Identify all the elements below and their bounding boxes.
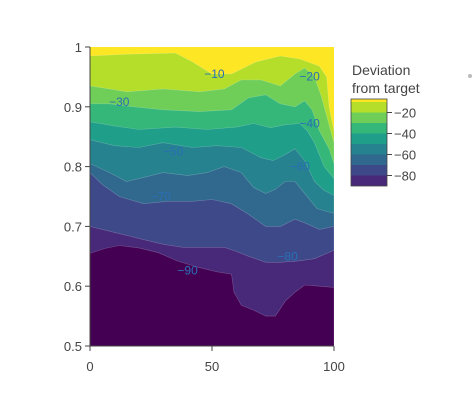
- colorbar-band: [351, 154, 387, 165]
- y-ticks: 0.5 0.6 0.7 0.8 0.9 1: [64, 40, 90, 354]
- y-tick-label: 0.8: [64, 160, 82, 175]
- colorbar-tick-label: −80: [394, 169, 416, 184]
- x-tick-label: 50: [205, 359, 219, 374]
- colorbar-bands: [350, 98, 388, 187]
- contour-label: −50: [163, 145, 184, 159]
- x-tick-label: 0: [86, 359, 93, 374]
- contour-label: −10: [204, 67, 225, 81]
- y-tick-label: 0.6: [64, 279, 82, 294]
- colorbar-band: [351, 123, 387, 134]
- colorbar-band: [351, 175, 387, 186]
- colorbar-band: [351, 133, 387, 144]
- colorbar-tick-label: −60: [394, 148, 416, 163]
- y-tick-label: 0.9: [64, 100, 82, 115]
- colorbar-outline: [350, 98, 388, 187]
- colorbar-title-line-1: Deviation: [352, 62, 410, 78]
- contour-label: −90: [177, 264, 198, 278]
- contour-label: −80: [277, 249, 298, 263]
- colorbar-tick-label: −20: [394, 106, 416, 121]
- contour-labels: −10 −20 −30 −40 −50 −60 −70 −80 −90: [109, 67, 320, 278]
- x-tick-label: 100: [323, 359, 345, 374]
- colorbar-band: [351, 165, 387, 176]
- contour-label: −20: [299, 69, 320, 83]
- colorbar: Deviation from target −20 −40 −60 −80: [350, 62, 420, 187]
- contour-label: −40: [299, 117, 320, 131]
- colorbar-band: [351, 112, 387, 123]
- x-ticks: 0 50 100: [86, 346, 345, 374]
- y-tick-label: 0.5: [64, 339, 82, 354]
- contour-level-band: [90, 245, 334, 346]
- colorbar-band: [351, 102, 387, 113]
- contour-label: −60: [290, 160, 311, 174]
- colorbar-title-line-2: from target: [352, 80, 420, 96]
- y-tick-label: 0.7: [64, 219, 82, 234]
- colorbar-band: [351, 144, 387, 155]
- colorbar-band: [351, 99, 387, 102]
- contour-fills: [90, 47, 334, 346]
- y-tick-label: 1: [75, 40, 82, 55]
- colorbar-ticks: −20 −40 −60 −80: [387, 106, 416, 184]
- modebar-dot[interactable]: [468, 74, 472, 78]
- colorbar-tick-label: −40: [394, 127, 416, 142]
- contour-label: −30: [109, 95, 130, 109]
- contour-label: −70: [151, 190, 172, 204]
